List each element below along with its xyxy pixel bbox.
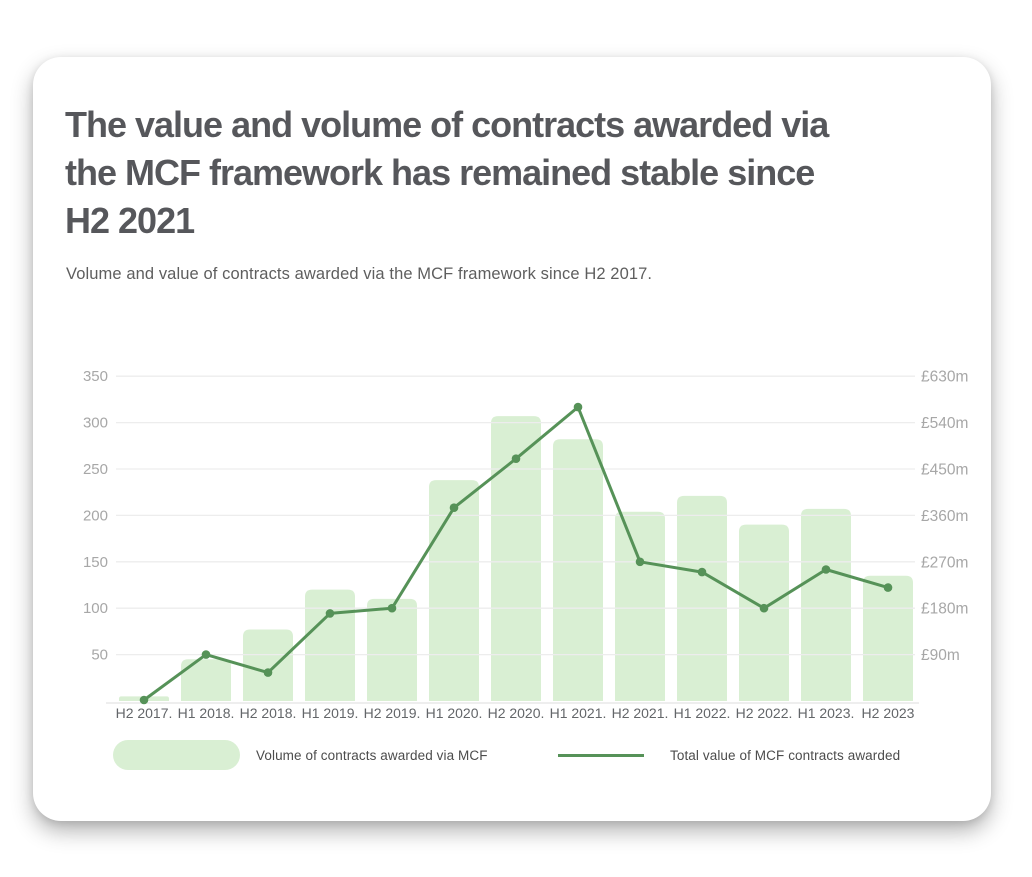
x-axis-label: H2 2020. xyxy=(488,705,545,721)
left-axis-tick-label: 50 xyxy=(91,647,108,664)
left-axis-tick-label: 250 xyxy=(83,461,108,478)
legend-volume-swatch xyxy=(113,740,240,770)
x-axis-label: H1 2023. xyxy=(798,705,855,721)
combo-chart: 50 £90m 100 £180m 150 £270m 200 £360m 250 £450m 30… xyxy=(83,368,968,721)
right-axis-tick-label: £360m xyxy=(921,508,968,525)
chart-subtitle: Volume and value of contracts awarded vi… xyxy=(66,265,653,283)
legend-value-label: Total value of MCF contracts awarded xyxy=(670,747,901,763)
x-axis-label: H2 2023 xyxy=(862,705,915,721)
chart-card: The value and volume of contracts awarde… xyxy=(33,57,991,821)
volume-bar xyxy=(801,508,851,701)
left-axis-tick-label: 300 xyxy=(83,415,108,432)
legend-item-volume: Volume of contracts awarded via MCF xyxy=(113,740,488,770)
volume-bar xyxy=(429,480,479,701)
x-axis-label: H2 2018. xyxy=(240,705,297,721)
volume-bar xyxy=(491,416,541,701)
volume-bar xyxy=(305,589,355,701)
x-axis-label: H1 2019. xyxy=(302,705,359,721)
x-axis-label: H1 2020. xyxy=(426,705,483,721)
right-axis-tick-label: £630m xyxy=(921,369,968,386)
page-title: The value and volume of contracts awarde… xyxy=(65,101,955,245)
right-axis-tick-label: £90m xyxy=(921,647,960,664)
x-axis-label: H1 2021. xyxy=(550,705,607,721)
volume-bar xyxy=(243,629,293,701)
value-line-point xyxy=(139,695,149,705)
right-axis-tick-label: £450m xyxy=(921,462,968,479)
value-line-point xyxy=(511,454,521,464)
left-axis-tick-label: 100 xyxy=(83,600,108,617)
right-axis-tick-label: £180m xyxy=(921,601,968,618)
volume-bar xyxy=(553,439,603,701)
value-line-point xyxy=(263,668,273,677)
x-axis-label: H2 2021. xyxy=(612,705,669,721)
value-line-point xyxy=(387,603,397,613)
value-line-point xyxy=(449,503,459,512)
legend-value-swatch xyxy=(558,753,644,757)
x-axis-label: H2 2019. xyxy=(364,705,421,721)
left-axis-tick-label: 200 xyxy=(83,507,108,524)
value-line-point xyxy=(573,402,583,412)
value-line-point xyxy=(883,583,893,592)
value-line-point xyxy=(201,650,211,659)
volume-bar xyxy=(677,495,727,701)
page-title-line-1: The value and volume of contracts awarde… xyxy=(65,104,829,145)
volume-bar xyxy=(367,598,417,701)
right-axis-tick-label: £540m xyxy=(921,415,968,432)
value-line-point xyxy=(697,567,707,577)
value-line-point xyxy=(635,557,645,567)
left-axis-tick-label: 350 xyxy=(83,368,108,385)
legend-item-value: Total value of MCF contracts awarded xyxy=(558,740,900,770)
value-line-point xyxy=(325,609,335,618)
page-title-line-3: H2 2021 xyxy=(65,200,195,241)
volume-bar xyxy=(615,511,665,701)
legend-volume-label: Volume of contracts awarded via MCF xyxy=(256,747,488,763)
volume-bar xyxy=(181,659,231,701)
volume-bar xyxy=(863,575,913,701)
left-axis-tick-label: 150 xyxy=(83,554,108,571)
right-axis-tick-label: £270m xyxy=(921,554,968,571)
page-title-line-2: the MCF framework has remained stable si… xyxy=(65,152,815,193)
x-axis-label: H2 2017. xyxy=(116,705,173,721)
x-axis-label: H2 2022. xyxy=(736,705,793,721)
value-line-point xyxy=(821,565,831,574)
x-axis-label: H1 2022. xyxy=(674,705,731,721)
value-line-point xyxy=(759,603,769,613)
x-axis-label: H1 2018. xyxy=(178,705,235,721)
volume-bar xyxy=(739,524,789,701)
